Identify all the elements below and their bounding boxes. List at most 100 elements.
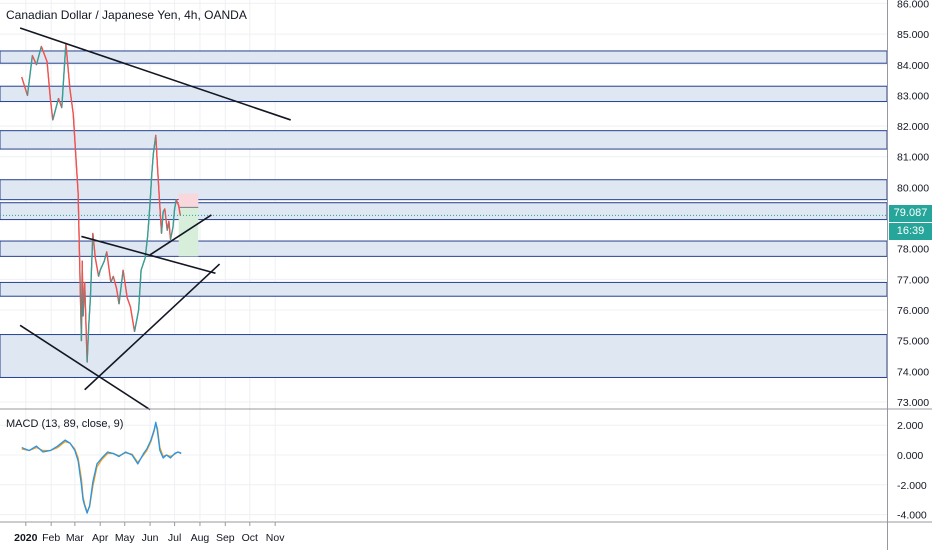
chart-title: Canadian Dollar / Japanese Yen, 4h, OAND… [6,8,247,22]
trendline [149,214,212,256]
time-tick-label: Feb [42,532,60,544]
price-tick-label: 82.000 [897,121,929,133]
price-segment [49,98,54,121]
sr-zone [0,85,888,103]
price-segment [46,61,51,99]
price-segment [172,208,176,228]
price-segment [99,260,105,271]
sr-zone [0,281,888,297]
price-segment [94,257,100,277]
time-tick-label: Jun [142,532,159,544]
sr-zone [0,130,888,150]
macd-indicator-label[interactable]: MACD (13, 89, close, 9) [6,418,124,430]
sr-zone [0,179,888,201]
price-tick-label: 84.000 [897,60,929,72]
trendlines[interactable] [19,27,291,411]
price-segment [164,208,168,231]
price-tick-label: 78.000 [897,244,929,256]
price-segment [178,205,181,216]
macd-line [21,421,182,514]
macd-series [21,421,182,514]
price-series [0,42,887,363]
grid-lines [0,0,887,520]
price-segment [52,98,60,121]
macd-tick-label: 0.000 [897,450,923,462]
position-tool[interactable] [178,193,199,257]
take-profit-zone [178,207,199,257]
price-segment [77,193,83,341]
sr-zone [0,240,888,257]
price-segment [118,270,124,304]
macd-tick-label: -4.000 [897,510,927,522]
time-tick-label: Sep [216,532,235,544]
price-segment [137,270,142,311]
signal-line [21,423,182,513]
price-segment [112,276,118,289]
price-tick-label: 76.000 [897,305,929,317]
price-segment [69,89,74,114]
trendline [84,263,221,391]
price-segment [97,269,101,277]
price-segment [168,221,172,240]
price-segment [40,46,48,62]
price-segment [61,43,67,108]
price-tick-label: 83.000 [897,90,929,102]
price-segment [151,153,154,176]
price-segment [86,325,90,363]
time-tick-label: Jul [168,532,181,544]
price-segment [129,306,136,332]
price-segment [106,251,112,283]
time-tick-label: Nov [266,532,285,544]
time-tick-label: Oct [242,532,258,544]
sr-zone [0,50,888,64]
price-tick-label: 73.000 [897,397,929,409]
price-segment [110,276,114,283]
price-segment [140,257,146,271]
price-segment [26,55,34,96]
price-segment [72,113,79,194]
price-segment [156,165,160,194]
price-tick-label: 77.000 [897,274,929,286]
support-resistance-zones [0,50,888,378]
macd-tick-label: 2.000 [897,420,923,432]
price-segment [92,233,96,258]
price-segment [133,309,140,332]
price-segment [115,288,120,304]
price-segment [146,202,151,237]
price-segment [175,199,180,207]
price-segment [35,46,42,65]
time-tick-label: Apr [92,532,109,544]
macd-tick-label: -2.000 [897,480,927,492]
sr-zone [0,202,888,221]
price-tick-label: 86.000 [897,0,929,10]
time-tick-label: Aug [191,532,210,544]
price-tick-label: 85.000 [897,29,929,41]
trendline [19,27,291,121]
price-segment [84,282,88,363]
price-segment [169,227,174,240]
stop-loss-zone [178,193,199,208]
price-segment [155,135,159,166]
price-segment [126,297,132,308]
trendline [19,324,151,411]
price-segment [21,76,29,96]
price-segment [65,43,71,90]
price-segment [88,297,92,326]
price-segment [89,233,94,298]
price-segment [31,55,38,66]
time-tick-label: May [115,532,136,544]
time-tick-label: Mar [66,532,85,544]
bar-countdown-badge: 16:39 [889,223,932,240]
price-segment [149,175,153,203]
tick-labels: 73.000 74.000 75.000 76.000 77.000 78.000 79.0… [14,0,929,544]
price-segment [158,193,163,234]
price-tick-label: 81.000 [897,152,929,164]
price-segment [122,270,128,298]
price-tick-label: 75.000 [897,336,929,348]
sr-zone [0,334,888,378]
price-tick-label: 80.000 [897,182,929,194]
price-tick-label: 74.000 [897,366,929,378]
time-tick-label: 2020 [14,532,38,544]
